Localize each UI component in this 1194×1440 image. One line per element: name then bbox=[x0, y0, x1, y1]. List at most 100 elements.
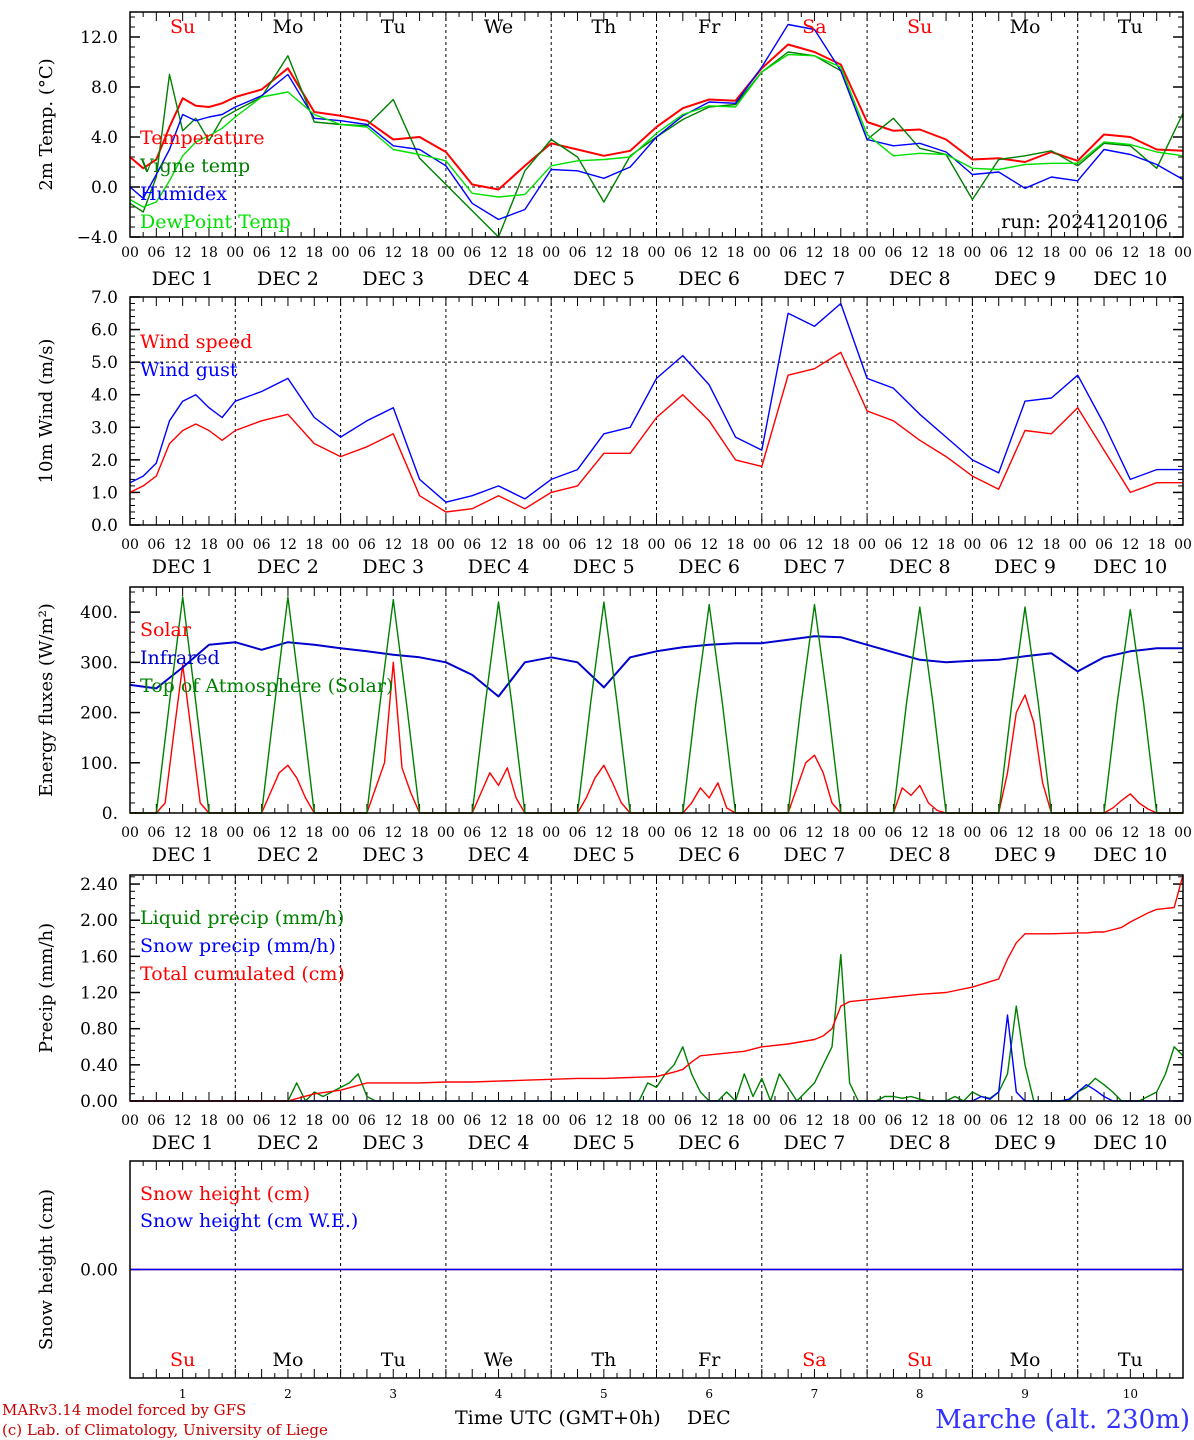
y-tick-label: 4.0 bbox=[91, 386, 118, 406]
hour-tick-label: 00 bbox=[542, 825, 560, 841]
hour-tick-label: 00 bbox=[1069, 1113, 1087, 1129]
legend-entry: Liquid precip (mm/h) bbox=[140, 907, 344, 929]
hour-tick-label: 12 bbox=[700, 1113, 718, 1129]
hour-tick-label: 06 bbox=[147, 825, 165, 841]
hour-tick-label: 06 bbox=[674, 537, 692, 553]
hour-tick-label: 12 bbox=[806, 537, 824, 553]
hour-tick-label: 18 bbox=[727, 245, 745, 261]
date-label: DEC 5 bbox=[573, 268, 635, 290]
y-tick-label: 0.00 bbox=[80, 1092, 118, 1112]
hour-tick-label: 00 bbox=[1069, 537, 1087, 553]
legend-entry: Vigne temp bbox=[139, 155, 250, 177]
hour-tick-label: 06 bbox=[990, 245, 1008, 261]
legend-entry: Snow height (cm) bbox=[140, 1183, 310, 1205]
y-tick-label: 0.0 bbox=[91, 178, 118, 198]
hour-tick-label: 00 bbox=[963, 537, 981, 553]
date-label: DEC 7 bbox=[784, 1132, 846, 1154]
hour-tick-label: 18 bbox=[200, 245, 218, 261]
panel-4: 0.00 0.40 0.80 1.20 1.60 2.00 2.40 Precip (mm/h… bbox=[36, 874, 1192, 1154]
date-label: DEC 4 bbox=[468, 268, 530, 290]
y-tick-label: 6.0 bbox=[91, 321, 118, 341]
date-label: DEC 1 bbox=[152, 1132, 214, 1154]
hour-tick-label: 06 bbox=[1095, 825, 1113, 841]
day-name-label: Mo bbox=[272, 16, 303, 38]
series-line-humidex bbox=[129, 23, 1184, 221]
legend-entry: Infrared bbox=[140, 647, 220, 669]
day-name-label: Mo bbox=[1010, 1349, 1041, 1371]
legend-entry: Total cumulated (cm) bbox=[140, 963, 345, 985]
hour-tick-label: 06 bbox=[253, 1113, 271, 1129]
hour-tick-label: 18 bbox=[832, 537, 850, 553]
hour-tick-label: 12 bbox=[384, 245, 402, 261]
footer-month: DEC bbox=[687, 1407, 731, 1429]
footer-model-note: MARv3.14 model forced by GFS bbox=[2, 1401, 246, 1419]
hour-tick-label: 12 bbox=[1016, 825, 1034, 841]
y-axis-title: Energy fluxes (W/m²) bbox=[36, 603, 57, 797]
hour-tick-label: 18 bbox=[937, 245, 955, 261]
hour-tick-label: 06 bbox=[779, 537, 797, 553]
hour-tick-label: 18 bbox=[200, 825, 218, 841]
hour-tick-label: 06 bbox=[253, 245, 271, 261]
date-label: DEC 6 bbox=[678, 268, 740, 290]
hour-tick-label: 00 bbox=[648, 825, 666, 841]
date-label: DEC 9 bbox=[994, 1132, 1056, 1154]
series-line-total-cumulated-cm- bbox=[130, 874, 1184, 1102]
day-name-label: We bbox=[484, 1349, 513, 1371]
hour-tick-label: 00 bbox=[1174, 537, 1192, 553]
date-label: DEC 10 bbox=[1093, 844, 1167, 866]
hour-tick-label: 06 bbox=[885, 537, 903, 553]
hour-tick-label: 18 bbox=[1148, 825, 1166, 841]
hour-tick-label: 00 bbox=[753, 537, 771, 553]
hour-tick-label: 00 bbox=[121, 537, 139, 553]
hour-tick-label: 06 bbox=[569, 1113, 587, 1129]
hour-tick-label: 12 bbox=[911, 1113, 929, 1129]
hour-tick-label: 00 bbox=[437, 537, 455, 553]
hour-tick-label: 12 bbox=[490, 245, 508, 261]
y-tick-label: 1.0 bbox=[91, 483, 118, 503]
hour-tick-label: 00 bbox=[437, 825, 455, 841]
date-label: DEC 1 bbox=[152, 556, 214, 578]
hour-tick-label: 12 bbox=[700, 245, 718, 261]
hour-tick-label: 00 bbox=[753, 1113, 771, 1129]
y-axis-title: 10m Wind (m/s) bbox=[36, 339, 57, 484]
footer-xlabel: Time UTC (GMT+0h) bbox=[455, 1407, 661, 1429]
y-axis-title: 2m Temp. (°C) bbox=[36, 58, 57, 190]
series-line-temperature bbox=[129, 43, 1184, 191]
hour-tick-label: 12 bbox=[384, 1113, 402, 1129]
hour-tick-label: 12 bbox=[911, 825, 929, 841]
hour-tick-label: 18 bbox=[305, 245, 323, 261]
hour-tick-label: 18 bbox=[1148, 245, 1166, 261]
hour-tick-label: 06 bbox=[358, 1113, 376, 1129]
hour-tick-label: 12 bbox=[911, 537, 929, 553]
hour-tick-label: 06 bbox=[1095, 1113, 1113, 1129]
hour-tick-label: 00 bbox=[858, 245, 876, 261]
hour-tick-label: 12 bbox=[384, 537, 402, 553]
hour-tick-label: 00 bbox=[121, 1113, 139, 1129]
hour-tick-label: 12 bbox=[1121, 245, 1139, 261]
day-number-label: 4 bbox=[495, 1387, 503, 1401]
hour-tick-label: 12 bbox=[911, 245, 929, 261]
hour-tick-label: 18 bbox=[621, 825, 639, 841]
day-number-label: 2 bbox=[284, 1387, 292, 1401]
date-label: DEC 5 bbox=[573, 556, 635, 578]
hour-tick-label: 18 bbox=[516, 1113, 534, 1129]
day-name-label: Su bbox=[907, 1349, 932, 1371]
hour-tick-label: 18 bbox=[305, 1113, 323, 1129]
date-label: DEC 5 bbox=[573, 1132, 635, 1154]
hour-tick-label: 18 bbox=[411, 1113, 429, 1129]
hour-tick-label: 18 bbox=[621, 1113, 639, 1129]
hour-tick-label: 12 bbox=[490, 1113, 508, 1129]
hour-tick-label: 06 bbox=[253, 537, 271, 553]
day-name-label: Sa bbox=[802, 1349, 826, 1371]
hour-tick-label: 06 bbox=[885, 245, 903, 261]
hour-tick-label: 12 bbox=[595, 1113, 613, 1129]
hour-tick-label: 18 bbox=[516, 825, 534, 841]
y-tick-label: 300. bbox=[80, 653, 118, 673]
hour-tick-label: 12 bbox=[1016, 1113, 1034, 1129]
hour-tick-label: 06 bbox=[358, 245, 376, 261]
hour-tick-label: 12 bbox=[1016, 245, 1034, 261]
y-tick-label: 200. bbox=[80, 704, 118, 724]
hour-tick-label: 12 bbox=[1121, 825, 1139, 841]
date-label: DEC 1 bbox=[152, 268, 214, 290]
y-tick-label: 0.40 bbox=[80, 1056, 118, 1076]
